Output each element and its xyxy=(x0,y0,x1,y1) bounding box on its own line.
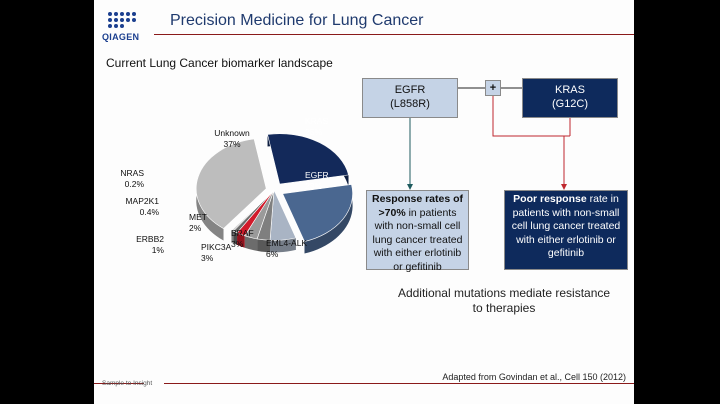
footer-rule-right xyxy=(164,383,634,384)
pie-label-met: MET xyxy=(189,212,207,222)
kras-g12c-box: KRAS (G12C) xyxy=(522,78,618,118)
egfr-l858r-box: EGFR (L858R) xyxy=(362,78,458,118)
pie-label-kras: KRAS xyxy=(305,116,328,126)
source-citation: Adapted from Govindan et al., Cell 150 (… xyxy=(442,372,626,382)
pie-label-nras: NRAS xyxy=(120,168,144,178)
egfr-arrowhead xyxy=(407,184,413,190)
pie-value-eml4-alk: 6% xyxy=(266,249,279,259)
pie-value-pikc3a: 3% xyxy=(201,253,214,263)
kras-label: KRAS xyxy=(555,84,585,96)
footer-rule-left xyxy=(94,383,144,384)
pie-slice-unknown xyxy=(196,138,267,229)
pie-value-egfr: 23% xyxy=(305,181,322,191)
kras-poor-arrow xyxy=(492,96,565,188)
pie-slice-side-nras xyxy=(231,229,232,243)
egfr-label: EGFR xyxy=(394,84,426,96)
slide-title: Precision Medicine for Lung Cancer xyxy=(170,12,424,29)
pie-value-map2k1: 0.4% xyxy=(140,207,160,217)
response-rates-text: in patients with non-small cell lung can… xyxy=(372,206,463,273)
pie-slice-side-pikc3a xyxy=(244,235,258,251)
pie-slice-egfr xyxy=(282,184,353,242)
poor-response-bold: Poor response xyxy=(513,193,587,205)
footer-tagline: Sample to Insight xyxy=(102,380,153,387)
diagram-connectors xyxy=(407,87,571,190)
pie-label-pikc3a: PIKC3A xyxy=(201,242,232,252)
pie-slice-side-braf xyxy=(257,238,271,253)
pie-value-unknown: 37% xyxy=(223,139,240,149)
logo-dots-icon xyxy=(108,12,136,28)
pie-chart: KRAS25%EGFR23%EML4-ALK6%BRAF3%PIKC3A3%ME… xyxy=(120,116,353,263)
poor-response-box: Poor response rate in patients with non-… xyxy=(504,190,628,270)
pie-value-braf: 3% xyxy=(231,239,244,249)
pie-label-eml4-alk: EML4-ALK xyxy=(266,238,307,248)
kras-mutation: (G12C) xyxy=(551,98,589,110)
pie-value-erbb2: 1% xyxy=(152,245,165,255)
pie-label-braf: BRAF xyxy=(231,228,254,238)
pie-slice-side-erbb2 xyxy=(233,231,238,245)
egfr-mutation: (L858R) xyxy=(390,98,430,110)
poor-response-text: rate in patients with non-small cell lun… xyxy=(511,193,621,259)
pie-slice-nras xyxy=(230,189,275,231)
logo-text: QIAGEN xyxy=(102,32,140,42)
kras-arrowhead xyxy=(561,184,567,190)
pie-value-met: 2% xyxy=(189,223,202,233)
pie-slice-kras xyxy=(267,133,349,185)
slide: QIAGEN Precision Medicine for Lung Cance… xyxy=(94,0,634,404)
qiagen-logo: QIAGEN xyxy=(100,10,144,46)
pie-slice-side-map2k1 xyxy=(231,230,234,244)
chart-title: Current Lung Cancer biomarker landscape xyxy=(106,56,333,70)
pie-label-map2k1: MAP2K1 xyxy=(125,196,159,206)
pie-label-erbb2: ERBB2 xyxy=(136,234,164,244)
pie-label-egfr: EGFR xyxy=(305,170,329,180)
title-rule xyxy=(154,34,634,35)
pie-slice-side-met xyxy=(237,232,245,248)
pie-value-nras: 0.2% xyxy=(125,179,145,189)
plus-box: + xyxy=(485,80,501,96)
response-rates-box: Response rates of >70% in patients with … xyxy=(366,190,469,273)
resistance-note: Additional mutations mediate resistance … xyxy=(397,286,611,315)
pie-slice-side-eml4-alk xyxy=(270,237,296,253)
pie-slice-side-egfr xyxy=(304,184,353,254)
pie-label-unknown: Unknown xyxy=(214,128,250,138)
response-rates-bold: Response rates of >70% xyxy=(371,193,464,219)
pie-value-kras: 25% xyxy=(305,127,322,137)
